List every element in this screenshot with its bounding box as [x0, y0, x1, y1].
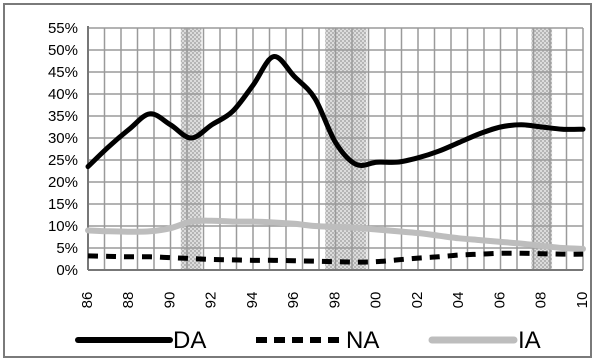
legend-label-na: NA	[346, 327, 379, 354]
x-tick-label: 04	[450, 292, 467, 309]
chart-frame	[3, 3, 592, 358]
y-tick-label: 25%	[48, 152, 78, 169]
y-tick-label: 30%	[48, 130, 78, 147]
y-tick-label: 45%	[48, 64, 78, 81]
y-tick-label: 55%	[48, 20, 78, 37]
y-tick-label: 15%	[48, 196, 78, 213]
y-tick-label: 20%	[48, 174, 78, 191]
x-tick-label: 10	[574, 292, 591, 309]
x-tick-label: 00	[368, 292, 385, 309]
shaded-period-2	[325, 28, 367, 270]
y-tick-label: 35%	[48, 108, 78, 125]
y-tick-label: 5%	[56, 240, 78, 257]
x-tick-label: 08	[533, 292, 550, 309]
shaded-period-3	[531, 28, 553, 270]
series-line-ia	[85, 217, 586, 252]
x-tick-label: 96	[285, 292, 302, 309]
x-tick-label: 98	[326, 292, 343, 309]
y-tick-labels: 0% 5% 10% 15% 20% 25% 30% 35% 40% 45% 50% 55%	[48, 20, 78, 279]
series-lines	[85, 54, 586, 265]
x-tick-labels: 86 88 90 92 94 96 98 00 02 04 06 08 10	[79, 292, 591, 309]
x-tick-label: 02	[409, 292, 426, 309]
x-tick-label: 88	[120, 292, 137, 309]
x-tick-label: 90	[161, 292, 178, 309]
shaded-period-1	[180, 28, 202, 270]
legend-label-ia: IA	[518, 327, 541, 354]
x-tick-label: 92	[203, 292, 220, 309]
legend: DA NA IA	[75, 327, 541, 354]
grid-lines	[87, 27, 584, 271]
x-tick-label: 86	[79, 292, 96, 309]
y-tick-label: 10%	[48, 218, 78, 235]
y-tick-label: 40%	[48, 86, 78, 103]
series-line-da	[85, 54, 586, 170]
y-tick-label: 0%	[56, 262, 78, 279]
x-tick-label: 06	[491, 292, 508, 309]
legend-label-da: DA	[173, 327, 206, 354]
x-tick-label: 94	[244, 292, 261, 309]
y-tick-label: 50%	[48, 42, 78, 59]
